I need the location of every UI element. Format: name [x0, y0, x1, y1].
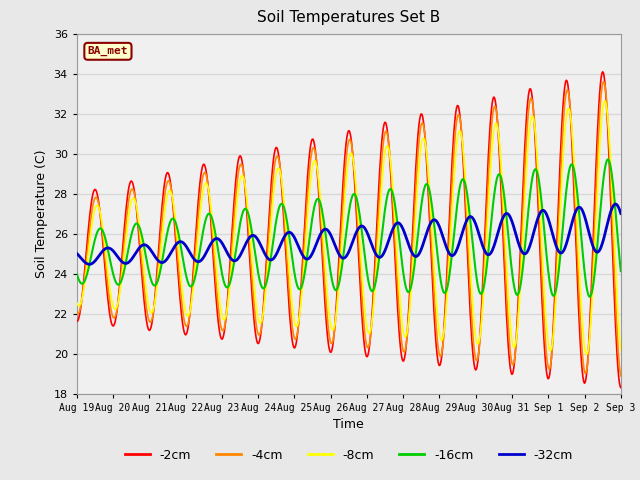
Text: BA_met: BA_met [88, 46, 128, 57]
Legend: -2cm, -4cm, -8cm, -16cm, -32cm: -2cm, -4cm, -8cm, -16cm, -32cm [120, 444, 578, 467]
Title: Soil Temperatures Set B: Soil Temperatures Set B [257, 11, 440, 25]
X-axis label: Time: Time [333, 418, 364, 431]
Y-axis label: Soil Temperature (C): Soil Temperature (C) [35, 149, 48, 278]
